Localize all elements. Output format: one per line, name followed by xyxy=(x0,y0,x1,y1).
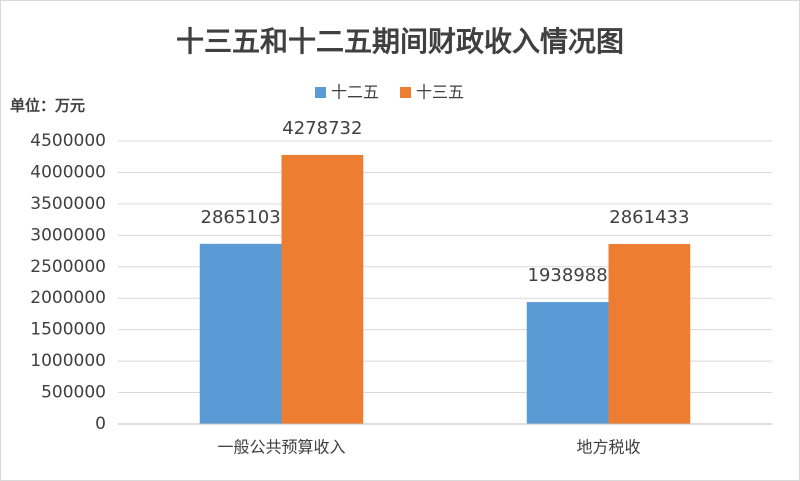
y-tick-label: 3000000 xyxy=(30,225,106,245)
data-label: 4278732 xyxy=(282,118,362,139)
y-tick-label: 1000000 xyxy=(30,351,106,371)
y-axis-label: 单位：万元 xyxy=(10,97,85,115)
data-label: 1938988 xyxy=(528,265,608,286)
y-tick-label: 2000000 xyxy=(30,288,106,308)
y-tick-label: 3500000 xyxy=(30,194,106,214)
data-label: 2861433 xyxy=(609,207,689,228)
legend-label: 十二五 xyxy=(331,83,379,102)
y-tick-label: 1500000 xyxy=(30,320,106,340)
bar xyxy=(608,244,691,424)
y-tick-label: 500000 xyxy=(41,383,106,403)
x-tick-label: 一般公共预算收入 xyxy=(217,438,345,457)
bar xyxy=(281,154,364,425)
legend-label: 十三五 xyxy=(416,83,464,102)
data-label: 2865103 xyxy=(201,207,281,228)
y-tick-label: 2500000 xyxy=(30,257,106,277)
legend-swatch xyxy=(315,87,326,98)
y-tick-label: 0 xyxy=(95,414,106,434)
x-tick-label: 地方税收 xyxy=(576,438,640,457)
y-tick-label: 4500000 xyxy=(30,131,106,151)
bar xyxy=(199,243,282,424)
chart-title: 十三五和十二五期间财政收入情况图 xyxy=(176,25,624,58)
legend-swatch xyxy=(400,87,411,98)
y-tick-label: 4000000 xyxy=(30,162,106,182)
bar xyxy=(526,302,609,424)
